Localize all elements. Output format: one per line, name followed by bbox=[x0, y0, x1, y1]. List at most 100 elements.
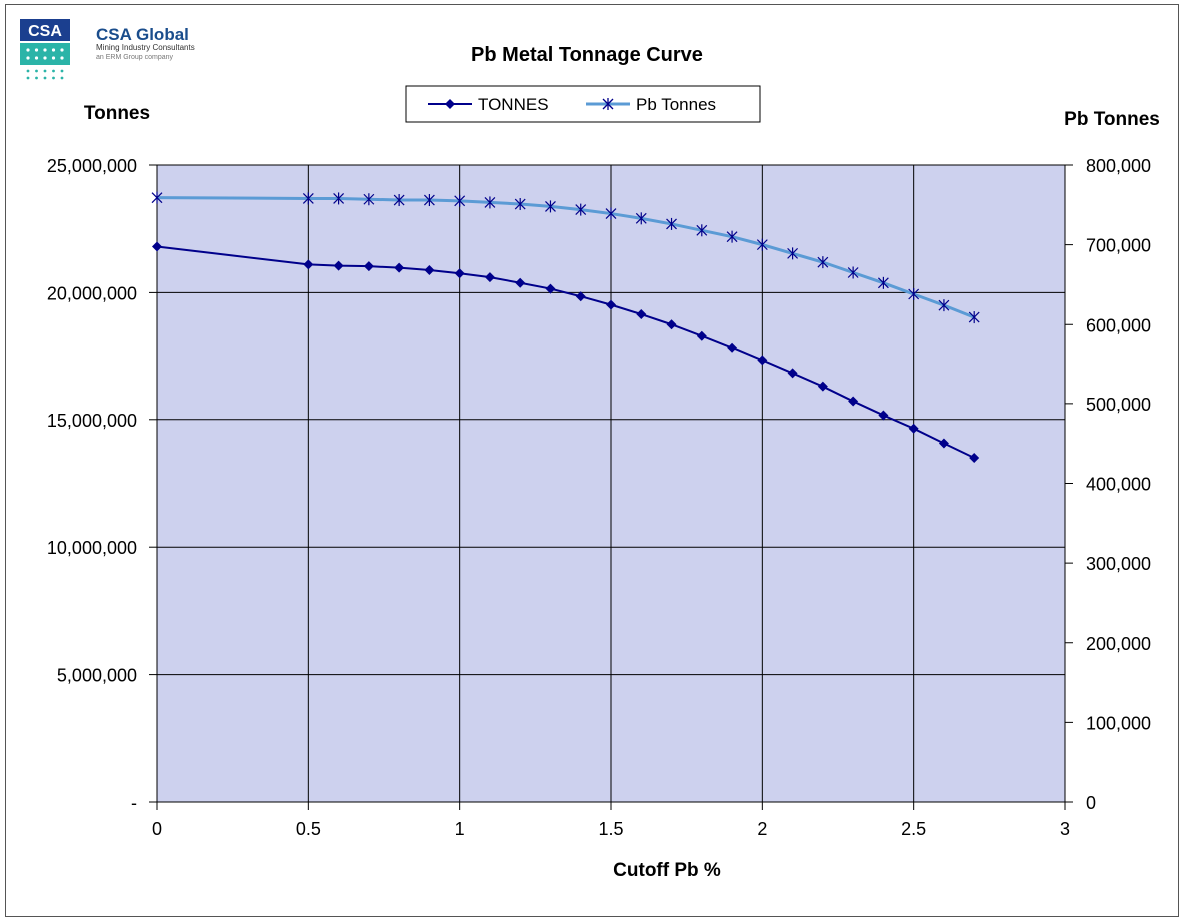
pb-tonnes-point bbox=[454, 194, 466, 207]
logo-brand: CSA Global bbox=[96, 25, 189, 44]
tonnes-point bbox=[727, 342, 738, 353]
tonnes-point bbox=[303, 259, 314, 270]
pb-tonnes-point bbox=[908, 287, 920, 300]
logo-dot bbox=[60, 48, 64, 52]
pb-tonnes-point bbox=[545, 200, 556, 213]
pb-tonnes-point bbox=[393, 194, 405, 207]
pb-tonnes-point bbox=[635, 212, 647, 225]
y-right-tick-label: 400,000 bbox=[1086, 475, 1151, 495]
logo-dot bbox=[51, 56, 56, 60]
logo-mark-box bbox=[20, 19, 70, 41]
y-right-tick-label: 700,000 bbox=[1086, 236, 1151, 256]
logo-dot bbox=[60, 56, 64, 60]
x-axis-label: Cutoff Pb % bbox=[613, 860, 721, 881]
pb-tonnes-point bbox=[756, 238, 768, 251]
tonnes-point bbox=[848, 396, 859, 407]
series-line-tonnes bbox=[156, 245, 975, 459]
series-line-pb-tonnes bbox=[156, 196, 975, 319]
tonnes-point bbox=[454, 268, 465, 279]
tonnes-point bbox=[878, 410, 889, 421]
logo-dot bbox=[26, 76, 30, 80]
x-tick-label: 2.5 bbox=[901, 819, 926, 839]
pb-tonnes-point bbox=[968, 311, 980, 324]
logo-dots-lower bbox=[26, 69, 64, 80]
logo-dot bbox=[52, 69, 55, 73]
pb-tonnes-point bbox=[333, 192, 345, 205]
tonnes-point bbox=[787, 368, 798, 379]
tonnes-point bbox=[333, 260, 344, 271]
legend-label-pb-tonnes: Pb Tonnes bbox=[636, 95, 716, 114]
legend-label-tonnes: TONNES bbox=[478, 95, 549, 114]
tonnes-point bbox=[394, 262, 405, 273]
pb-tonnes-point bbox=[696, 224, 708, 237]
series-layer bbox=[151, 191, 980, 464]
y-right-tick-label: 600,000 bbox=[1086, 315, 1151, 335]
pb-tonnes-point bbox=[575, 203, 587, 216]
x-tick-label: 2 bbox=[757, 819, 767, 839]
tonnes-point bbox=[817, 381, 828, 392]
logo-dot bbox=[35, 69, 38, 73]
pb-tonnes-point bbox=[877, 276, 889, 289]
x-tick-label: 0.5 bbox=[296, 819, 321, 839]
y-left-tick-label: 10,000,000 bbox=[47, 538, 137, 558]
x-tick-label: 0 bbox=[152, 819, 162, 839]
logo-dot bbox=[26, 69, 30, 73]
pb-tonnes-point bbox=[423, 194, 435, 207]
tonnes-point bbox=[515, 277, 526, 288]
pb-tonnes-point bbox=[514, 198, 526, 211]
tonnes-point bbox=[424, 264, 435, 275]
logo-dot bbox=[26, 56, 30, 60]
logo-dot bbox=[52, 76, 55, 80]
logo-dot bbox=[51, 48, 56, 52]
tonnes-point bbox=[545, 283, 556, 294]
logo-dot bbox=[60, 69, 64, 73]
pb-tonnes-point bbox=[484, 196, 496, 209]
pb-tonnes-point bbox=[938, 299, 950, 312]
legend-marker-pb-tonnes bbox=[602, 98, 614, 110]
logo-dot bbox=[34, 56, 39, 60]
y-right-tick-label: 300,000 bbox=[1086, 554, 1151, 574]
logo-dot bbox=[60, 76, 64, 80]
tonnes-point bbox=[636, 309, 647, 320]
y-left-axis-label: Tonnes bbox=[84, 103, 150, 124]
pb-tonnes-point bbox=[151, 191, 163, 204]
pb-tonnes-point bbox=[605, 207, 617, 220]
csa-logo-mark: CSA bbox=[20, 19, 70, 83]
logo-dot bbox=[43, 48, 47, 52]
y-left-tick-label: - bbox=[131, 793, 137, 813]
pb-tonnes-point bbox=[847, 266, 859, 279]
y-left-tick-label: 20,000,000 bbox=[47, 283, 137, 303]
tonnes-point bbox=[152, 241, 162, 252]
y-right-tick-label: 500,000 bbox=[1086, 395, 1151, 415]
legend: TONNES Pb Tonnes bbox=[405, 85, 761, 123]
tonnes-point bbox=[969, 453, 980, 464]
logo-dots bbox=[26, 48, 64, 60]
pb-tonnes-point bbox=[817, 256, 829, 269]
logo-dot bbox=[43, 76, 47, 80]
logo-dot bbox=[43, 69, 47, 73]
pb-tonnes-point bbox=[726, 230, 738, 243]
logo-dot bbox=[35, 76, 38, 80]
tonnes-point bbox=[938, 438, 949, 449]
chart-title: Pb Metal Tonnage Curve bbox=[471, 44, 703, 66]
y-right-tick-label: 800,000 bbox=[1086, 156, 1151, 176]
logo-subline: an ERM Group company bbox=[96, 54, 174, 61]
y-right-axis-label: Pb Tonnes bbox=[1064, 109, 1160, 130]
logo-dot bbox=[34, 48, 39, 52]
y-right-tick-label: 200,000 bbox=[1086, 634, 1151, 654]
tonnes-point bbox=[696, 330, 707, 341]
csa-logo-text: CSA Global Mining Industry Consultants a… bbox=[96, 26, 195, 63]
logo-dots-box bbox=[20, 43, 70, 65]
tonnes-point bbox=[908, 423, 919, 434]
y-left-tick-label: 5,000,000 bbox=[57, 666, 137, 686]
logo-tagline: Mining Industry Consultants bbox=[96, 43, 195, 52]
pb-tonnes-point bbox=[666, 217, 677, 230]
pb-tonnes-point bbox=[302, 192, 314, 205]
x-tick-label: 3 bbox=[1060, 819, 1070, 839]
logo-mark-text: CSA bbox=[28, 23, 62, 40]
tonnes-point bbox=[606, 299, 616, 310]
x-tick-label: 1.5 bbox=[598, 819, 623, 839]
tonnes-point bbox=[363, 261, 374, 272]
tonnes-point bbox=[575, 291, 586, 302]
